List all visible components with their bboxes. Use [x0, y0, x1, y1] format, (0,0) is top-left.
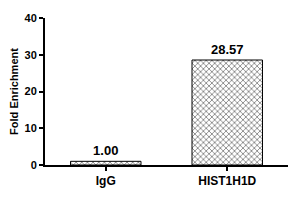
svg-text:20: 20	[25, 85, 37, 97]
svg-text:HIST1H1D: HIST1H1D	[198, 174, 256, 188]
svg-text:1.00: 1.00	[93, 143, 118, 158]
svg-text:28.57: 28.57	[211, 42, 244, 57]
svg-text:IgG: IgG	[96, 174, 116, 188]
svg-text:0: 0	[31, 159, 37, 171]
svg-text:30: 30	[25, 49, 37, 61]
svg-text:Fold Enrichment: Fold Enrichment	[8, 48, 20, 135]
svg-text:40: 40	[25, 12, 37, 24]
svg-text:10: 10	[25, 122, 37, 134]
